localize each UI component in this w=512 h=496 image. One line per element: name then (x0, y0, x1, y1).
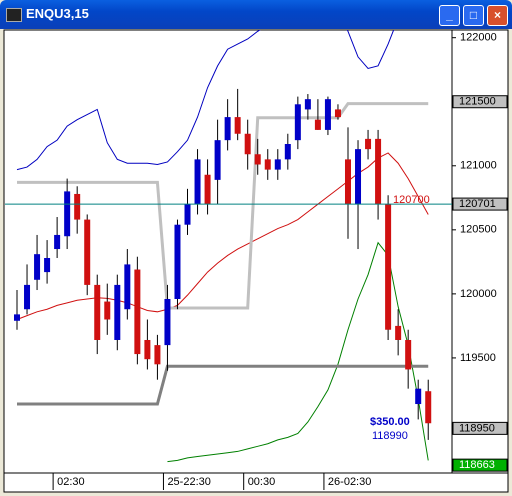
x-tick-label: 00:30 (248, 476, 276, 488)
y-tick-label: 121000 (460, 160, 497, 172)
candle-body (344, 159, 351, 205)
annotation: 120700 (393, 194, 430, 206)
candle-body (385, 204, 392, 330)
candle-body (164, 298, 171, 346)
candle-body (94, 284, 101, 340)
candle-body (365, 138, 372, 150)
y-tick-label: 120500 (460, 224, 497, 236)
candle-body (24, 284, 31, 310)
candle-body (124, 264, 131, 310)
close-button[interactable]: × (487, 5, 508, 26)
candle-body (84, 219, 91, 285)
candle-body (224, 117, 231, 141)
annotation: $350.00 (370, 416, 410, 428)
candle-body (334, 109, 341, 118)
title-bar: ENQU3,15 _ □ × (0, 0, 512, 29)
price-marker-label: 118950 (459, 422, 495, 434)
candle-body (174, 224, 181, 299)
price-marker (452, 421, 508, 435)
candle-body (144, 339, 151, 360)
y-tick-label: 122000 (460, 32, 497, 44)
candle-body (284, 144, 291, 160)
candle-body (405, 339, 412, 370)
minimize-button[interactable]: _ (439, 5, 460, 26)
maximize-button[interactable]: □ (463, 5, 484, 26)
candle-body (395, 325, 402, 340)
candle-body (425, 391, 432, 424)
indicator-line (16, 30, 395, 171)
x-tick-label: 26-02:30 (328, 476, 371, 488)
candle-body (194, 159, 201, 205)
candle-body (274, 159, 281, 170)
indicator-line (17, 102, 429, 310)
candle-body (114, 284, 121, 340)
price-marker (452, 95, 508, 109)
price-marker-label: 121500 (459, 96, 496, 108)
candle-body (54, 234, 61, 250)
candle-body (154, 345, 161, 365)
x-tick-label: 25-22:30 (167, 476, 210, 488)
annotation: 118990 (372, 430, 408, 442)
candle-body (355, 149, 362, 205)
candle-body (184, 204, 191, 225)
candle-body (14, 314, 20, 321)
window-icon (6, 8, 22, 22)
y-tick-label: 120000 (460, 288, 497, 300)
candle-body (234, 117, 241, 134)
candle-body (314, 119, 321, 130)
x-tick-label: 02:30 (57, 476, 85, 488)
candle-body (375, 138, 382, 205)
indicator-line (17, 364, 429, 406)
candle-body (34, 254, 41, 280)
candle-body (134, 269, 141, 355)
candle-body (254, 154, 261, 165)
candle-body (294, 104, 301, 141)
candle-body (244, 133, 251, 155)
candle-body (204, 174, 211, 205)
candle-body (214, 140, 221, 180)
price-marker-label: 118663 (459, 459, 495, 471)
indicator-line (167, 241, 429, 463)
candle-body (324, 99, 331, 130)
candle-body (44, 258, 51, 273)
price-marker (452, 197, 508, 211)
candle-body (104, 301, 111, 320)
candle-body (304, 99, 311, 110)
price-marker-label: 120701 (459, 198, 496, 210)
candle-body (415, 388, 422, 405)
candle-body (64, 191, 71, 237)
price-marker (452, 458, 508, 472)
candle-body (264, 159, 271, 170)
chart-background (3, 29, 509, 493)
candle-body (74, 193, 81, 220)
window-title: ENQU3,15 (26, 6, 89, 21)
y-tick-label: 119500 (460, 352, 496, 364)
